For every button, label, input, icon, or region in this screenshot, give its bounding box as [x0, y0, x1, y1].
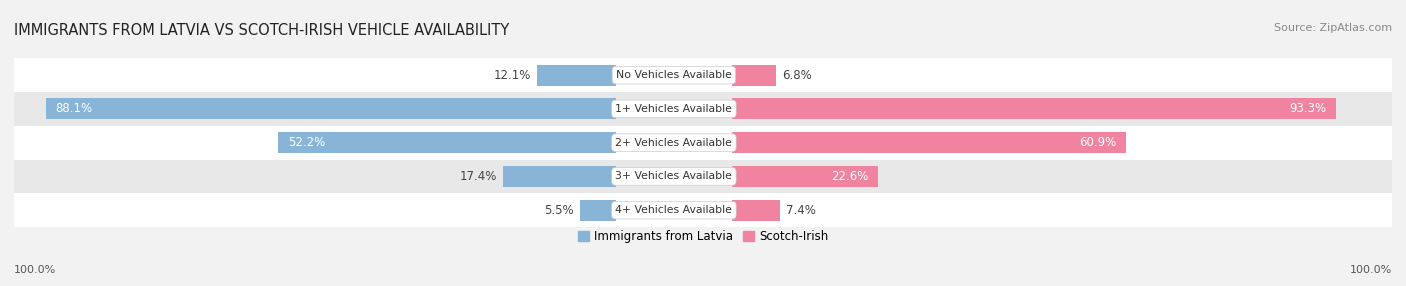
Text: IMMIGRANTS FROM LATVIA VS SCOTCH-IRISH VEHICLE AVAILABILITY: IMMIGRANTS FROM LATVIA VS SCOTCH-IRISH V… — [14, 23, 509, 38]
Bar — [733, 132, 1126, 153]
Text: 17.4%: 17.4% — [460, 170, 496, 183]
Bar — [733, 98, 1336, 119]
Text: 60.9%: 60.9% — [1080, 136, 1116, 149]
Text: 5.5%: 5.5% — [544, 204, 574, 217]
Text: 100.0%: 100.0% — [1350, 265, 1392, 275]
Text: 4+ Vehicles Available: 4+ Vehicles Available — [616, 205, 733, 215]
Legend: Immigrants from Latvia, Scotch-Irish: Immigrants from Latvia, Scotch-Irish — [578, 230, 828, 243]
Bar — [733, 166, 879, 187]
Text: 93.3%: 93.3% — [1289, 102, 1326, 115]
Text: No Vehicles Available: No Vehicles Available — [616, 70, 733, 80]
Bar — [503, 166, 616, 187]
Text: 7.4%: 7.4% — [786, 204, 817, 217]
Text: 100.0%: 100.0% — [14, 265, 56, 275]
Bar — [14, 193, 1406, 227]
Text: 6.8%: 6.8% — [783, 69, 813, 82]
Text: 22.6%: 22.6% — [831, 170, 869, 183]
Bar — [278, 132, 616, 153]
Text: 2+ Vehicles Available: 2+ Vehicles Available — [616, 138, 733, 148]
Bar — [733, 65, 776, 86]
Text: 1+ Vehicles Available: 1+ Vehicles Available — [616, 104, 733, 114]
Bar — [14, 126, 1406, 160]
Text: Source: ZipAtlas.com: Source: ZipAtlas.com — [1274, 23, 1392, 33]
Text: 52.2%: 52.2% — [288, 136, 325, 149]
Text: 3+ Vehicles Available: 3+ Vehicles Available — [616, 171, 733, 181]
Bar — [14, 92, 1406, 126]
Bar — [537, 65, 616, 86]
Text: 12.1%: 12.1% — [494, 69, 531, 82]
Bar — [581, 200, 616, 221]
Bar — [733, 200, 780, 221]
Bar — [46, 98, 616, 119]
Bar — [14, 160, 1406, 193]
Text: 88.1%: 88.1% — [55, 102, 93, 115]
Bar — [14, 58, 1406, 92]
